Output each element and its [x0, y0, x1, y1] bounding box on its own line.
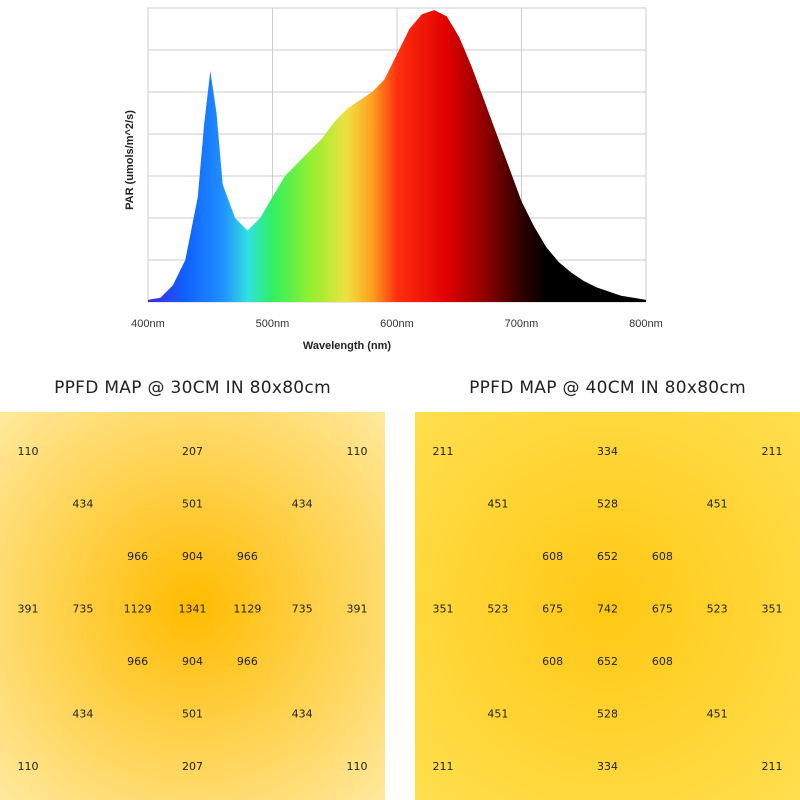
ppfd-value: 652 — [597, 550, 618, 563]
ppfd-value: 434 — [292, 498, 313, 511]
x-tick-label: 400nm — [131, 318, 165, 330]
ppfd-value: 966 — [127, 550, 148, 563]
ppfd-value: 528 — [597, 498, 618, 511]
ppfd-value: 110 — [347, 760, 368, 773]
ppfd-value: 110 — [18, 760, 39, 773]
ppfd-value: 207 — [182, 445, 203, 458]
ppfd-value: 742 — [597, 603, 618, 616]
map-title: PPFD MAP @ 40CM IN 80x80cm — [469, 378, 746, 398]
ppfd-value: 523 — [487, 603, 508, 616]
map-title: PPFD MAP @ 30CM IN 80x80cm — [54, 378, 331, 398]
ppfd-value: 528 — [597, 708, 618, 721]
ppfd-value: 966 — [127, 655, 148, 668]
ppfd-value: 110 — [18, 445, 39, 458]
ppfd-value: 608 — [652, 550, 673, 563]
ppfd-value: 501 — [182, 708, 203, 721]
ppfd-value: 211 — [433, 760, 454, 773]
ppfd-value: 451 — [707, 498, 728, 511]
x-tick-label: 800nm — [629, 318, 663, 330]
ppfd-value: 391 — [18, 603, 39, 616]
ppfd-value: 501 — [182, 498, 203, 511]
ppfd-value: 608 — [542, 655, 563, 668]
ppfd-value: 1129 — [124, 603, 152, 616]
ppfd-value: 351 — [433, 603, 454, 616]
ppfd-value: 434 — [292, 708, 313, 721]
ppfd-value: 351 — [762, 603, 783, 616]
ppfd-value: 608 — [542, 550, 563, 563]
ppfd-value: 675 — [542, 603, 563, 616]
ppfd-value: 110 — [347, 445, 368, 458]
ppfd-value: 211 — [762, 760, 783, 773]
ppfd-value: 211 — [433, 445, 454, 458]
ppfd-value: 434 — [72, 708, 93, 721]
ppfd-value: 652 — [597, 655, 618, 668]
x-tick-label: 700nm — [505, 318, 539, 330]
ppfd-value: 207 — [182, 760, 203, 773]
heatmap-panel — [415, 412, 800, 800]
y-axis-label: PAR (umols/m^2/s) — [124, 110, 136, 210]
ppfd-value: 451 — [487, 708, 508, 721]
ppfd-value: 904 — [182, 550, 203, 563]
ppfd-value: 735 — [292, 603, 313, 616]
ppfd-value: 434 — [72, 498, 93, 511]
ppfd-value: 1129 — [233, 603, 261, 616]
ppfd-value: 966 — [237, 655, 258, 668]
ppfd-value: 735 — [72, 603, 93, 616]
ppfd-value: 1341 — [179, 603, 207, 616]
ppfd-value: 608 — [652, 655, 673, 668]
x-tick-label: 500nm — [256, 318, 290, 330]
spectrum-area — [148, 10, 646, 302]
ppfd-value: 966 — [237, 550, 258, 563]
ppfd-value: 675 — [652, 603, 673, 616]
ppfd-value: 334 — [597, 445, 618, 458]
ppfd-value: 451 — [707, 708, 728, 721]
x-axis-label: Wavelength (nm) — [303, 340, 392, 352]
ppfd-value: 391 — [347, 603, 368, 616]
x-tick-label: 600nm — [380, 318, 414, 330]
ppfd-value: 451 — [487, 498, 508, 511]
ppfd-value: 904 — [182, 655, 203, 668]
heatmap-panel — [0, 412, 385, 800]
ppfd-value: 334 — [597, 760, 618, 773]
ppfd-value: 523 — [707, 603, 728, 616]
ppfd-value: 211 — [762, 445, 783, 458]
